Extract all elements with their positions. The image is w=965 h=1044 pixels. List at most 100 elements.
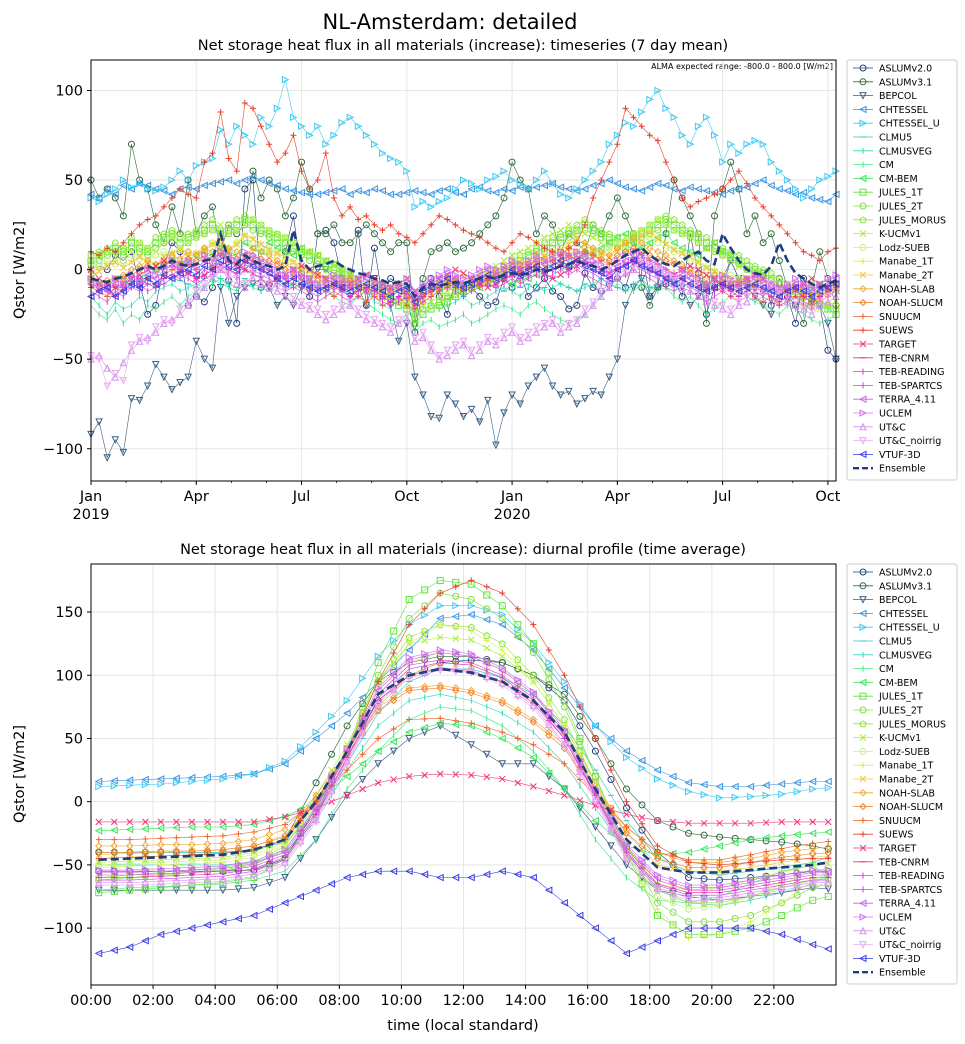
data-point	[499, 271, 508, 279]
data-point	[684, 778, 693, 787]
data-point	[273, 265, 282, 274]
data-point	[94, 194, 103, 202]
data-point	[209, 241, 216, 248]
data-point	[152, 233, 160, 241]
data-point	[669, 823, 677, 831]
data-point	[687, 203, 694, 210]
data-point	[451, 185, 460, 193]
data-point	[143, 382, 152, 391]
data-point	[359, 674, 367, 683]
data-point	[703, 244, 710, 252]
data-point	[234, 859, 243, 868]
legend-label: UT&C_noirrig	[879, 436, 941, 447]
legend-label: TEB-CNRM	[878, 353, 929, 364]
data-point	[265, 269, 273, 277]
legend-label: TEB-READING	[878, 871, 944, 882]
legend-box	[846, 563, 958, 985]
data-point	[168, 250, 176, 257]
data-point	[809, 896, 817, 904]
data-point	[742, 280, 751, 288]
legend-label: UT&C	[879, 926, 906, 937]
data-point	[241, 131, 249, 140]
data-point	[435, 301, 443, 309]
data-point	[306, 274, 314, 283]
data-point	[338, 274, 347, 283]
data-point	[119, 280, 128, 288]
series-line-ensemble	[90, 229, 837, 299]
data-point	[529, 783, 537, 790]
data-point	[282, 150, 289, 157]
data-point	[492, 212, 500, 220]
data-point	[241, 185, 249, 193]
data-point	[362, 280, 370, 288]
data-point	[219, 879, 227, 887]
data-point	[265, 867, 274, 875]
data-point	[669, 876, 678, 884]
data-point	[436, 633, 444, 641]
data-point	[143, 333, 152, 342]
data-point	[750, 179, 759, 188]
data-point	[747, 918, 754, 925]
data-point	[492, 298, 500, 306]
data-point	[716, 918, 724, 926]
data-point	[219, 818, 227, 826]
data-point	[342, 772, 351, 781]
data-point	[141, 775, 149, 784]
data-point	[343, 696, 352, 705]
legend-marker	[858, 450, 867, 459]
data-point	[103, 262, 111, 270]
data-point	[727, 251, 735, 259]
data-point	[241, 212, 249, 220]
data-point	[467, 346, 476, 355]
data-point	[233, 319, 241, 327]
data-point	[727, 257, 735, 265]
data-point	[637, 239, 646, 247]
data-point	[654, 269, 662, 277]
data-point	[670, 271, 679, 279]
data-point	[390, 643, 398, 651]
data-point	[436, 621, 444, 629]
data-point	[208, 154, 217, 163]
data-point	[778, 845, 785, 852]
x-tick-label: 06:00	[256, 993, 298, 1009]
data-point	[403, 292, 411, 301]
data-point	[564, 256, 573, 265]
data-point	[775, 167, 784, 175]
data-point	[548, 316, 557, 324]
data-point	[387, 283, 395, 292]
data-point	[386, 190, 395, 199]
data-point	[646, 256, 654, 265]
data-point	[484, 284, 492, 291]
legend-label: UCLEM	[879, 409, 912, 420]
data-point	[794, 842, 801, 849]
data-point	[605, 373, 614, 382]
data-point	[157, 864, 165, 873]
data-point	[451, 341, 460, 349]
data-point	[716, 881, 724, 889]
data-point	[314, 276, 322, 285]
data-point	[524, 333, 533, 342]
data-point	[297, 280, 306, 288]
data-point	[192, 233, 200, 241]
data-point	[500, 257, 508, 265]
data-point	[532, 373, 541, 382]
data-point	[556, 256, 565, 265]
legend-label: VTUF-3D	[879, 450, 921, 461]
data-point	[661, 181, 670, 190]
data-point	[128, 259, 135, 266]
data-point	[192, 161, 201, 170]
data-point	[823, 283, 832, 292]
data-point	[565, 226, 573, 234]
data-point	[476, 234, 483, 241]
data-point	[143, 337, 152, 346]
x-tick-label: Apr	[605, 489, 630, 505]
data-point	[731, 875, 739, 883]
data-point	[498, 652, 506, 660]
data-point	[565, 230, 573, 238]
data-point	[532, 328, 541, 336]
data-point	[265, 763, 274, 772]
data-point	[686, 301, 695, 310]
data-point	[500, 194, 508, 202]
data-point	[176, 260, 185, 269]
data-point	[144, 310, 152, 318]
